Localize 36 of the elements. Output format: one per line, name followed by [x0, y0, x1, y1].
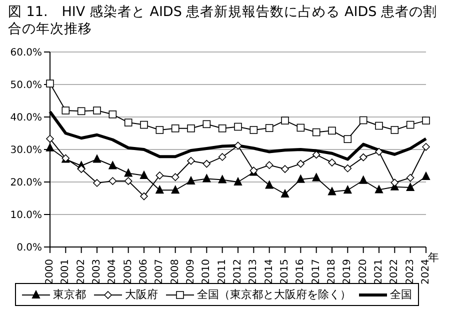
y-tick-label: 30.0% [10, 145, 42, 156]
x-tick-label: 2018 [326, 259, 338, 284]
x-tick-label: 2000 [44, 259, 56, 284]
x-tick-label: 2022 [389, 259, 400, 284]
x-tick-label: 2020 [358, 259, 369, 284]
y-tick-label: 20.0% [10, 178, 42, 189]
y-tick-label: 60.0% [10, 48, 42, 59]
x-tick-label: 2010 [201, 259, 212, 284]
y-tick-label: 40.0% [10, 112, 42, 124]
y-tick-label: 0.0% [16, 242, 42, 254]
x-tick-label: 2011 [216, 259, 228, 284]
x-tick-label: 2009 [186, 259, 196, 284]
x-tick-label: 2012 [232, 259, 244, 284]
x-tick-label: 2001 [60, 259, 72, 284]
x-tick-label: 2003 [92, 259, 102, 284]
x-tick-label: 2019 [342, 259, 354, 284]
x-tick-label: 2002 [76, 259, 87, 284]
x-tick-label: 2007 [154, 259, 166, 284]
x-tick-label: 2006 [138, 259, 150, 284]
legend-label: 全国 [389, 287, 412, 302]
x-tick-label: 2008 [170, 259, 181, 284]
legend-label: 全国（東京都と大阪府を除く） [196, 287, 351, 302]
x-tick-label: 2021 [374, 259, 384, 284]
x-tick-label: 2014 [264, 259, 275, 284]
chart-title: 図 11. HIV 感染者と AIDS 患者新規報告数に占める AIDS 患者の割合の年次推移 [8, 4, 438, 38]
x-tick-label: 2017 [310, 259, 322, 284]
x-tick-label: 2005 [122, 259, 134, 284]
x-tick-label: 2016 [295, 259, 306, 284]
legend-label: 大阪府 [124, 287, 158, 302]
y-tick-label: 10.0% [10, 210, 42, 222]
legend-label: 東京都 [52, 287, 86, 302]
x-tick-label: 2015 [280, 259, 290, 284]
x-tick-label: 2013 [248, 259, 260, 284]
x-tick-label: 2004 [107, 259, 118, 284]
x-tick-label: 2023 [404, 259, 416, 284]
y-tick-label: 50.0% [10, 80, 42, 92]
